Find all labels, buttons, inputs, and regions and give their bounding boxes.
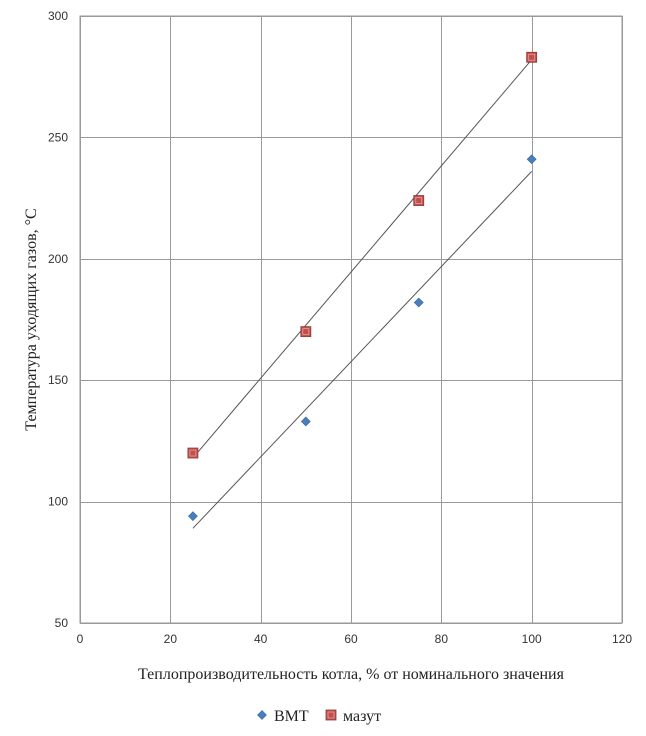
y-tick-label: 300 <box>48 9 68 23</box>
x-tick-label: 40 <box>254 632 268 646</box>
y-tick-label: 50 <box>55 616 69 630</box>
legend-label-1: ВМТ <box>274 708 309 725</box>
trendline-1 <box>192 171 533 529</box>
trendlines <box>192 59 533 529</box>
legend: ВМТ мазут <box>257 708 381 725</box>
legend-label-2: мазут <box>343 708 381 725</box>
data-point-series-2 <box>300 326 312 338</box>
y-tick-label: 150 <box>48 373 68 387</box>
x-tick-label: 60 <box>344 632 358 646</box>
x-tick-label: 100 <box>522 632 542 646</box>
data-point-series-2 <box>413 195 425 206</box>
trendline-2 <box>192 59 533 459</box>
y-tick-label: 100 <box>48 495 68 509</box>
plot-grid <box>80 16 623 624</box>
legend-marker-2 <box>325 709 337 721</box>
data-point-series-1 <box>187 511 198 522</box>
data-point-series-2 <box>526 51 538 63</box>
y-tick-label: 250 <box>48 130 68 144</box>
tick-labels: 0 20 40 60 80 100 120 50 100 150 200 250 300 <box>48 9 632 646</box>
y-tick-label: 200 <box>48 252 68 266</box>
data-point-series-1 <box>526 154 537 165</box>
plot-frame <box>79 15 623 624</box>
data-points <box>187 51 538 522</box>
x-tick-label: 120 <box>612 632 632 646</box>
data-point-series-1 <box>413 297 424 308</box>
y-axis-label: Температура уходящих газов, °С <box>23 208 40 430</box>
legend-marker-1 <box>257 710 267 720</box>
x-tick-label: 20 <box>164 632 178 646</box>
x-tick-label: 0 <box>77 632 84 646</box>
data-point-series-1 <box>300 416 311 427</box>
x-tick-label: 80 <box>435 632 449 646</box>
x-axis-label: Теплопроизводительность котла, % от номи… <box>138 666 565 683</box>
data-point-series-2 <box>187 447 199 459</box>
